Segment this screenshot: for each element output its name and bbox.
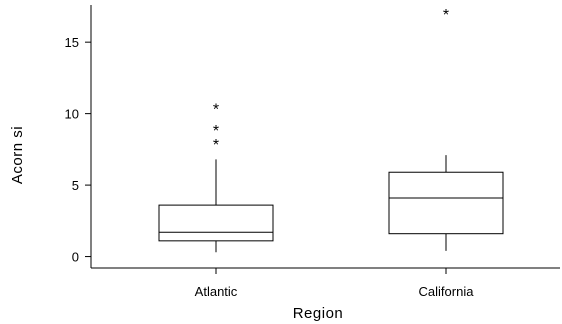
axes: 0 5 10 15 Atlantic California (65, 5, 560, 299)
y-tick-label: 10 (65, 107, 79, 122)
outlier-point: * (213, 101, 219, 118)
iqr-box (159, 205, 273, 241)
y-axis-title: Acorn si (9, 126, 26, 184)
y-tick-label: 5 (72, 178, 79, 193)
iqr-box (389, 172, 503, 233)
y-tick-label: 0 (72, 250, 79, 265)
plot-marks: **** (159, 7, 503, 252)
box-group-atlantic: *** (159, 101, 273, 252)
box-group-california: * (389, 7, 503, 251)
x-tick-label: Atlantic (195, 284, 238, 299)
x-tick-label: California (419, 284, 475, 299)
outlier-point: * (443, 7, 449, 24)
y-tick-label: 15 (65, 35, 79, 50)
outlier-point: * (213, 123, 219, 140)
x-axis-title: Region (293, 305, 344, 322)
